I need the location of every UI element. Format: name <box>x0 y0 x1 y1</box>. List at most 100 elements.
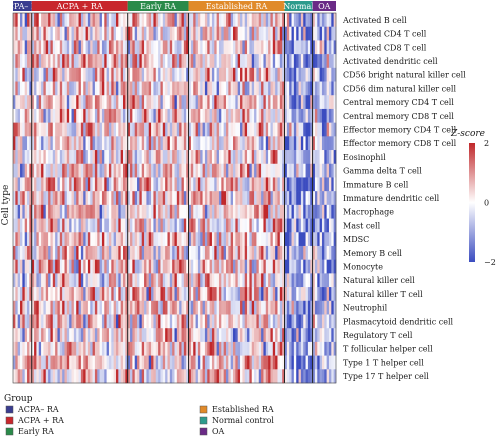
heatmap-cell <box>97 150 100 165</box>
heatmap-cell <box>300 300 304 315</box>
heatmap-cell <box>92 341 96 356</box>
heatmap-cell <box>195 177 199 192</box>
heatmap-cell <box>293 54 297 69</box>
heatmap-cell <box>167 245 171 260</box>
heatmap-cell <box>181 355 185 370</box>
heatmap-cell <box>43 191 47 206</box>
heatmap-cell <box>17 163 21 178</box>
heatmap-cell <box>111 54 114 69</box>
heatmap-cell <box>55 13 58 27</box>
heatmap-cell <box>333 232 337 247</box>
heatmap-cell <box>34 136 37 151</box>
heatmap-cell <box>69 369 72 384</box>
heatmap-cell <box>106 259 110 274</box>
heatmap-cell <box>317 54 320 69</box>
heatmap-cell <box>120 369 124 384</box>
heatmap-cell <box>45 314 49 329</box>
heatmap-cell <box>94 314 98 329</box>
heatmap-cell <box>265 122 269 137</box>
heatmap-cell <box>36 122 40 137</box>
heatmap-cell <box>48 150 51 165</box>
heatmap-cell <box>284 341 288 356</box>
heatmap-cell <box>108 136 112 151</box>
heatmap-cell <box>101 26 105 41</box>
heatmap-cell <box>333 108 337 123</box>
heatmap-cell <box>331 67 334 82</box>
heatmap-cell <box>151 218 154 233</box>
heatmap-cell <box>123 204 126 219</box>
heatmap-cell <box>254 150 257 165</box>
heatmap-cell <box>256 191 260 206</box>
heatmap-cell <box>314 54 318 69</box>
heatmap-cell <box>148 67 152 82</box>
heatmap-cell <box>78 108 82 123</box>
heatmap-cell <box>69 122 72 137</box>
heatmap-cell <box>127 95 131 110</box>
heatmap-cell <box>113 300 117 315</box>
heatmap-cell <box>85 287 89 302</box>
heatmap-cell <box>240 81 243 96</box>
heatmap-cell <box>73 81 77 96</box>
heatmap-cell <box>209 232 213 247</box>
heatmap-cell <box>125 191 128 206</box>
heatmap-cell <box>83 13 86 27</box>
heatmap-cell <box>137 40 140 55</box>
heatmap-cell <box>76 177 79 192</box>
heatmap-cell <box>80 259 84 274</box>
heatmap-cell <box>34 273 37 288</box>
heatmap-cell <box>218 13 222 27</box>
heatmap-cell <box>94 287 98 302</box>
heatmap-cell <box>76 122 79 137</box>
heatmap-cell <box>197 177 201 192</box>
heatmap-cell <box>233 177 236 192</box>
heatmap-cell <box>78 122 82 137</box>
heatmap-cell <box>190 95 194 110</box>
heatmap-cell <box>59 259 63 274</box>
heatmap-cell <box>195 328 199 343</box>
heatmap-cell <box>62 287 65 302</box>
heatmap-cell <box>279 191 283 206</box>
heatmap-cell <box>62 95 65 110</box>
heatmap-cell <box>165 369 168 384</box>
heatmap-cell <box>286 67 290 82</box>
heatmap-cell <box>296 314 299 329</box>
heatmap-cell <box>104 40 107 55</box>
heatmap-cell <box>272 204 276 219</box>
heatmap-cell <box>29 108 33 123</box>
heatmap-cell <box>249 328 253 343</box>
heatmap-cell <box>69 355 72 370</box>
heatmap-cell <box>282 67 285 82</box>
heatmap-cell <box>125 204 128 219</box>
heatmap-cell <box>148 95 152 110</box>
heatmap-cell <box>137 122 140 137</box>
heatmap-cell <box>71 122 75 137</box>
heatmap-cell <box>249 108 253 123</box>
heatmap-cell <box>284 136 288 151</box>
heatmap-cell <box>111 26 114 41</box>
heatmap-cell <box>104 67 107 82</box>
heatmap-cell <box>310 95 313 110</box>
heatmap-cell <box>176 259 180 274</box>
heatmap-cell <box>158 26 161 41</box>
heatmap-cell <box>314 13 318 27</box>
heatmap-cell <box>324 218 327 233</box>
heatmap-cell <box>291 13 295 27</box>
heatmap-cell <box>172 150 175 165</box>
heatmap-cell <box>277 95 281 110</box>
heatmap-cell <box>87 177 91 192</box>
heatmap-cell <box>52 81 56 96</box>
heatmap-cell <box>160 259 164 274</box>
heatmap-cell <box>144 341 147 356</box>
heatmap-cell <box>256 81 260 96</box>
heatmap-cell <box>326 40 330 55</box>
heatmap-cell <box>230 300 234 315</box>
heatmap-cell <box>24 314 28 329</box>
heatmap-cell <box>139 13 143 27</box>
heatmap-cell <box>123 54 126 69</box>
heatmap-cell <box>307 108 311 123</box>
heatmap-cell <box>305 177 309 192</box>
heatmap-cell <box>270 95 274 110</box>
heatmap-cell <box>146 369 150 384</box>
heatmap-cell <box>321 95 325 110</box>
heatmap-cell <box>277 191 281 206</box>
